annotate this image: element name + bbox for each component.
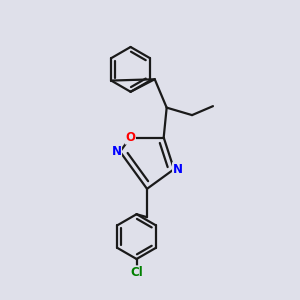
Text: Cl: Cl [130,266,143,279]
Text: O: O [125,131,135,144]
Text: N: N [172,163,183,176]
Text: N: N [112,145,122,158]
